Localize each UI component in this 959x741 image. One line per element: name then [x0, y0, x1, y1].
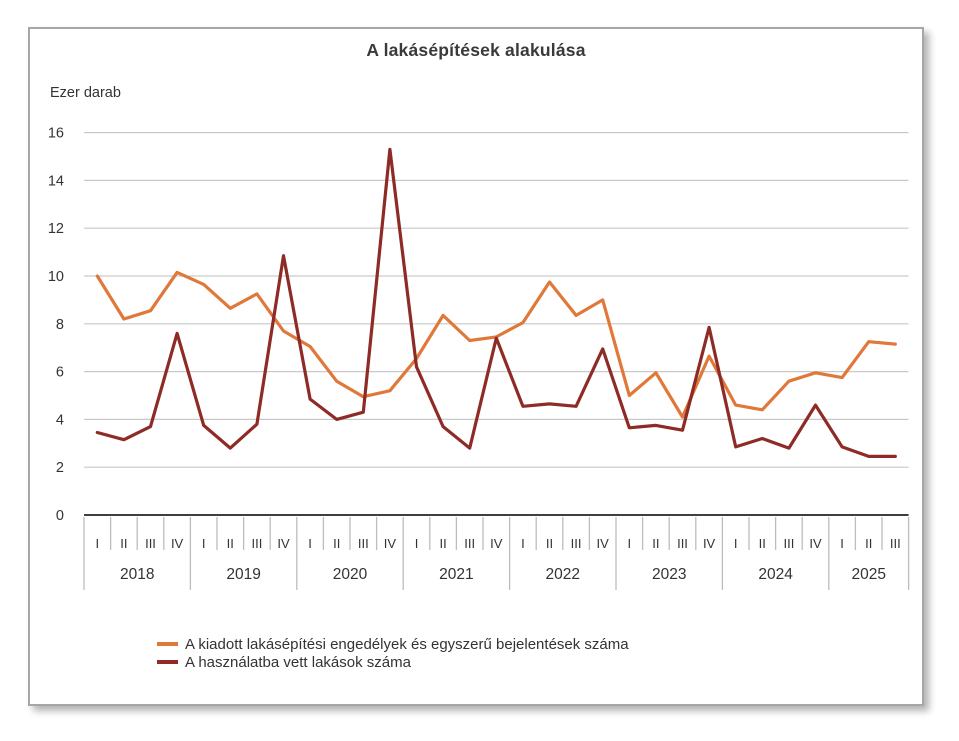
svg-text:III: III	[677, 536, 688, 551]
svg-text:IV: IV	[490, 536, 503, 551]
y-axis-unit-label: Ezer darab	[50, 85, 121, 101]
svg-text:16: 16	[48, 126, 64, 142]
chart-panel: A lakásépítések alakulása Ezer darab 0 2 4…	[28, 27, 924, 706]
svg-text:II: II	[120, 536, 127, 551]
svg-text:2024: 2024	[758, 566, 793, 583]
svg-text:I: I	[840, 536, 844, 551]
svg-text:III: III	[464, 536, 475, 551]
svg-text:II: II	[759, 536, 766, 551]
occupied-line-swatch	[157, 660, 178, 664]
svg-text:I: I	[627, 536, 631, 551]
chart-title: A lakásépítések alakulása	[366, 40, 586, 60]
svg-text:II: II	[865, 536, 872, 551]
svg-text:IV: IV	[277, 536, 290, 551]
legend-item-permits: A kiadott lakásépítési engedélyek és egy…	[157, 635, 629, 653]
svg-text:I: I	[202, 536, 206, 551]
svg-text:2025: 2025	[851, 566, 885, 583]
svg-text:II: II	[546, 536, 553, 551]
svg-text:I: I	[95, 536, 99, 551]
legend-label-occupied: A használatba vett lakások száma	[185, 653, 411, 671]
svg-text:2018: 2018	[120, 566, 154, 583]
svg-text:14: 14	[48, 173, 64, 189]
svg-text:12: 12	[48, 221, 64, 237]
svg-text:IV: IV	[597, 536, 610, 551]
legend-label-permits: A kiadott lakásépítési engedélyek és egy…	[185, 635, 629, 653]
svg-text:I: I	[308, 536, 312, 551]
svg-text:6: 6	[56, 365, 64, 381]
svg-text:III: III	[358, 536, 369, 551]
svg-text:IV: IV	[703, 536, 716, 551]
svg-text:10: 10	[48, 269, 64, 285]
svg-text:2022: 2022	[546, 566, 580, 583]
svg-text:II: II	[439, 536, 446, 551]
chart-legend: A kiadott lakásépítési engedélyek és egy…	[157, 635, 629, 671]
svg-text:2020: 2020	[333, 566, 368, 583]
svg-text:III: III	[890, 536, 901, 551]
svg-text:8: 8	[56, 317, 64, 333]
svg-text:I: I	[415, 536, 419, 551]
svg-text:2021: 2021	[439, 566, 473, 583]
svg-text:I: I	[521, 536, 525, 551]
svg-text:II: II	[652, 536, 659, 551]
svg-text:III: III	[145, 536, 156, 551]
svg-text:2019: 2019	[226, 566, 260, 583]
svg-text:I: I	[734, 536, 738, 551]
svg-text:IV: IV	[809, 536, 822, 551]
svg-text:2023: 2023	[652, 566, 686, 583]
svg-text:III: III	[571, 536, 582, 551]
svg-text:IV: IV	[171, 536, 184, 551]
svg-text:II: II	[227, 536, 234, 551]
svg-text:II: II	[333, 536, 340, 551]
svg-text:2: 2	[56, 460, 64, 476]
svg-text:0: 0	[56, 508, 64, 524]
svg-text:III: III	[251, 536, 262, 551]
legend-item-occupied: A használatba vett lakások száma	[157, 653, 629, 671]
svg-text:IV: IV	[384, 536, 397, 551]
permits-line-swatch	[157, 642, 178, 646]
svg-text:III: III	[783, 536, 794, 551]
svg-text:4: 4	[56, 412, 64, 428]
